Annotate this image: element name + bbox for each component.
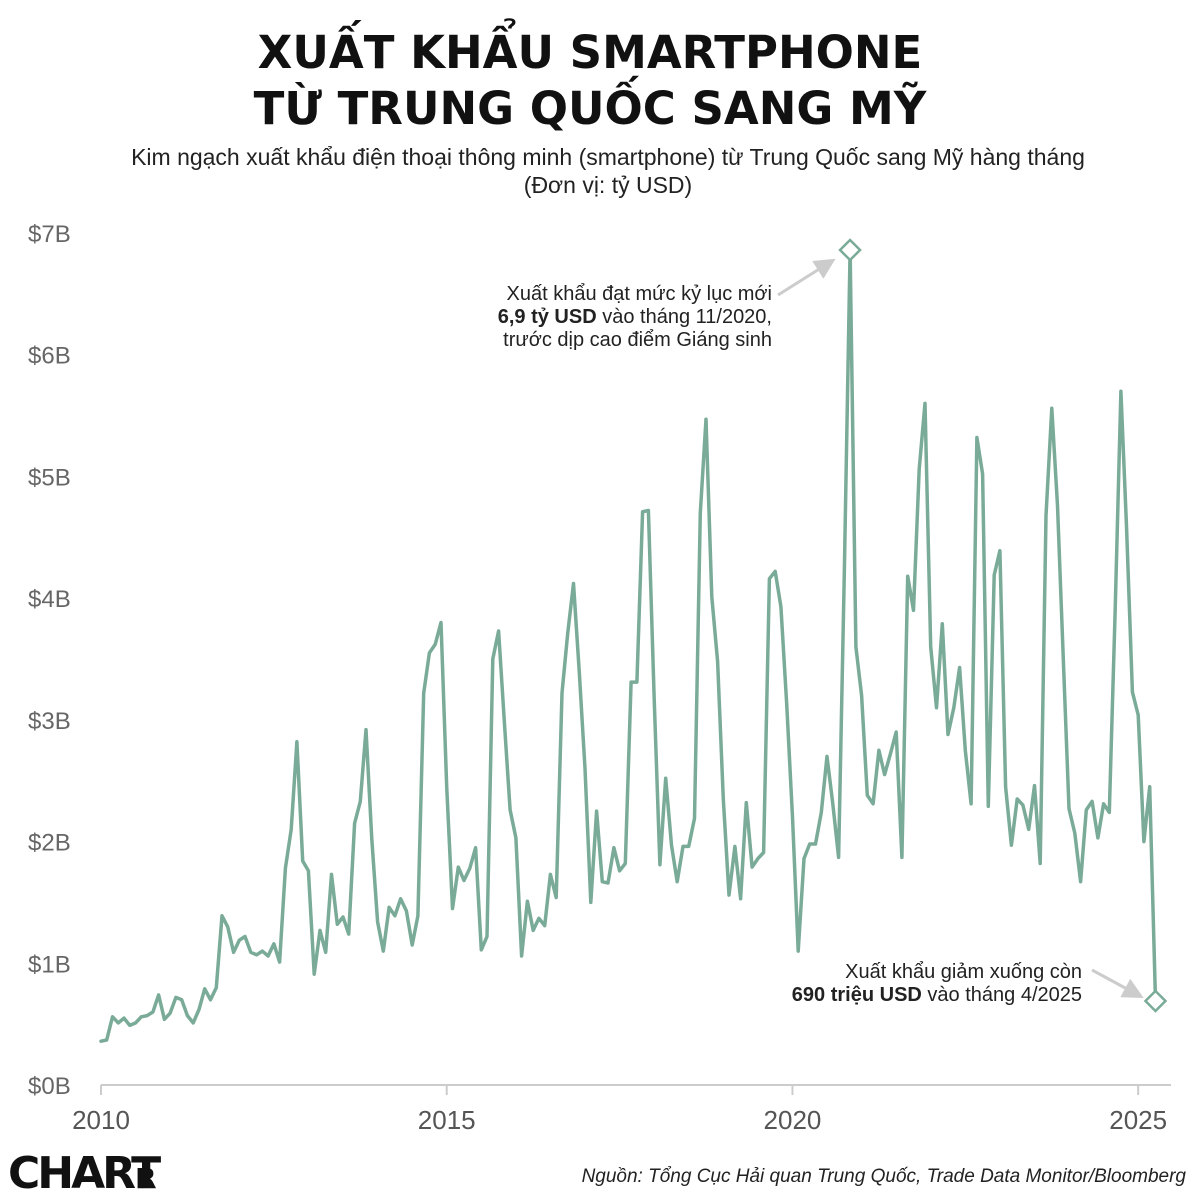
- y-tick-label: $2B: [28, 830, 71, 857]
- diamond-marker: [1143, 989, 1168, 1013]
- source-note: Nguồn: Tổng Cục Hải quan Trung Quốc, Tra…: [582, 1166, 1187, 1187]
- logo-text-small: R: [135, 1162, 157, 1195]
- series-line: [99, 248, 1158, 1043]
- y-tick-label: $4B: [28, 586, 71, 613]
- annotation-drop-line1: Xuất khẩu giảm xuống còn: [845, 961, 1082, 983]
- annotation-drop-arrow: [1091, 968, 1144, 999]
- y-tick-label: $3B: [28, 708, 71, 735]
- x-tick-label: 2020: [764, 1105, 822, 1135]
- logo-text: CHART: [8, 1148, 161, 1199]
- y-tick-label: $7B: [28, 221, 71, 248]
- annotation-drop: Xuất khẩu giảm xuống còn 690 triệu USD v…: [792, 961, 1144, 1006]
- y-axis: $0B $1B $2B $3B $4B $5B $6B $7B: [28, 221, 71, 1100]
- annotation-peak-date: vào tháng 11/2020,: [597, 306, 772, 328]
- x-axis: 2010 2015 2020 2025: [72, 1085, 1167, 1135]
- y-tick-label: $5B: [28, 464, 71, 491]
- annotation-drop-date: vào tháng 4/2025: [922, 984, 1082, 1006]
- annotation-peak-line3: trước dịp cao điểm Giáng sinh: [503, 329, 772, 351]
- annotation-peak-line1: Xuất khẩu đạt mức kỷ lục mới: [507, 283, 773, 305]
- markers: [838, 238, 1168, 1013]
- chart-title-line2: TỪ TRUNG QUỐC SANG MỸ: [254, 77, 928, 135]
- x-tick-label: 2015: [418, 1105, 476, 1135]
- diamond-marker: [838, 238, 862, 262]
- annotation-drop-line2: 690 triệu USD vào tháng 4/2025: [792, 984, 1082, 1006]
- annotation-peak: Xuất khẩu đạt mức kỷ lục mới 6,9 tỷ USD …: [498, 258, 836, 351]
- chart-title-line1: XUẤT KHẨU SMARTPHONE: [258, 19, 923, 79]
- annotation-peak-line2: 6,9 tỷ USD vào tháng 11/2020,: [498, 306, 772, 328]
- x-tick-label: 2010: [72, 1105, 130, 1135]
- chart-subtitle: Kim ngạch xuất khẩu điện thoại thông min…: [131, 144, 1085, 170]
- chart-unit: (Đơn vị: tỷ USD): [524, 172, 692, 198]
- annotation-peak-arrow: [777, 258, 836, 297]
- y-tick-label: $6B: [28, 343, 71, 370]
- chartr-logo: CHART R: [8, 1148, 164, 1199]
- y-tick-label: $1B: [28, 951, 71, 978]
- annotation-drop-value: 690 triệu USD: [792, 984, 922, 1006]
- x-tick-label: 2025: [1109, 1105, 1167, 1135]
- annotation-peak-value: 6,9 tỷ USD: [498, 306, 597, 328]
- y-tick-label: $0B: [28, 1073, 71, 1100]
